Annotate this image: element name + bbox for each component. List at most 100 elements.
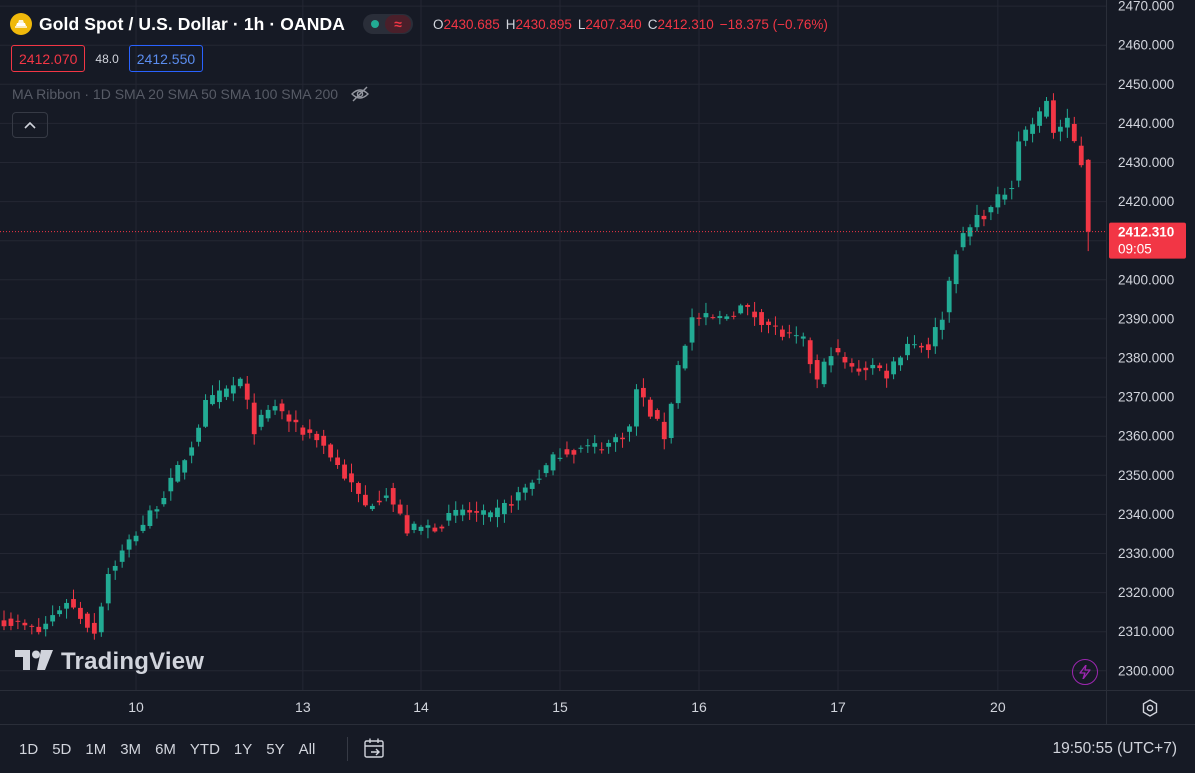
candle-body [29, 625, 35, 627]
range-6m[interactable]: 6M [155, 741, 176, 758]
candle-body [460, 509, 466, 516]
candle-body [425, 525, 431, 528]
candle-body [224, 388, 229, 397]
indicator-label: MA Ribbon · 1D SMA 20 SMA 50 SMA 100 SMA… [12, 86, 339, 102]
range-1m[interactable]: 1M [85, 741, 107, 758]
range-buttons: 1D 5D 1M 3M 6M YTD 1Y 5Y All [19, 741, 329, 758]
spread-value: 48.0 [95, 51, 119, 66]
candle-body [1064, 117, 1070, 128]
candle-body [717, 316, 723, 319]
candle-body [272, 406, 278, 411]
candle-body [682, 345, 688, 369]
candle-body [8, 618, 14, 626]
candle-body [1051, 100, 1056, 133]
collapse-legend-button[interactable] [12, 112, 48, 138]
price-axis[interactable]: 2300.000 2310.000 2320.000 2330.000 2340.000… [1106, 0, 1187, 724]
candle-body [369, 505, 375, 510]
range-1y[interactable]: 1Y [233, 741, 253, 758]
tradingview-watermark: TradingView [15, 648, 204, 676]
candle-body [1078, 145, 1084, 166]
ohlc-values: O2430.685 H2430.895 L2407.340 C2412.310 −18.… [433, 17, 828, 32]
candle-body [488, 512, 493, 518]
candle-body [800, 336, 806, 339]
x-tick-label: 15 [552, 699, 568, 715]
candle-body [988, 207, 994, 213]
candle-body [356, 483, 361, 494]
candle-body [995, 194, 1001, 208]
candle-body [1030, 124, 1035, 134]
ohlc-key: O [432, 16, 444, 32]
candle-body [522, 487, 528, 493]
eye-slash-icon[interactable] [350, 86, 370, 102]
symbol-title[interactable]: Gold Spot / U.S. Dollar · 1h · OANDA [39, 13, 345, 34]
candle-body [925, 344, 931, 351]
bolt-icon[interactable] [1072, 659, 1098, 685]
price-chart[interactable]: 2300.000 2310.000 2320.000 2330.000 2340.000… [0, 0, 1195, 724]
candle-body [293, 419, 299, 423]
indicator-legend[interactable]: MA Ribbon · 1D SMA 20 SMA 50 SMA 100 SMA… [12, 86, 370, 102]
candle-body [981, 215, 987, 220]
candle-body [564, 449, 570, 455]
range-5d[interactable]: 5D [52, 741, 72, 758]
candle-body [286, 414, 292, 422]
toolbar-divider [347, 737, 348, 761]
candle-body [703, 313, 709, 318]
price-change: −18.375 (−0.76%) [719, 16, 828, 32]
candle-body [752, 311, 757, 318]
settings-icon[interactable] [1140, 698, 1160, 718]
candle-body [161, 497, 167, 505]
candle-body [1, 620, 7, 627]
candle-body [307, 429, 313, 433]
candle-body [759, 312, 764, 326]
candle-body [786, 332, 792, 334]
y-tick-label: 2330.000 [1118, 546, 1174, 561]
y-tick-label: 2340.000 [1118, 507, 1174, 522]
candle-body [974, 214, 980, 228]
candle-body [251, 402, 257, 435]
range-all[interactable]: All [298, 741, 316, 758]
candle-body [502, 502, 507, 515]
market-status-pill[interactable]: ≈ [362, 14, 413, 34]
range-1d[interactable]: 1D [19, 741, 39, 758]
candle-body [849, 363, 855, 367]
candle-body [98, 606, 104, 633]
candle-body [279, 403, 285, 412]
candle-body [383, 495, 389, 498]
y-tick-label: 2360.000 [1118, 429, 1174, 444]
x-tick-label: 17 [830, 699, 846, 715]
range-5y[interactable]: 5Y [266, 741, 285, 758]
candle-body [244, 383, 250, 400]
candle-body [474, 511, 479, 513]
candle-body [265, 409, 271, 419]
buy-button[interactable]: 2412.550 [128, 45, 204, 72]
candle-body [877, 365, 883, 369]
candle-body [571, 450, 577, 455]
candle-body [57, 610, 62, 615]
range-3m[interactable]: 3M [120, 741, 142, 758]
sell-button[interactable]: 2412.070 [11, 45, 86, 72]
ohlc-key: H [505, 16, 516, 32]
x-tick-label: 16 [691, 699, 707, 715]
candle-body [835, 348, 841, 353]
candle-body [842, 356, 848, 363]
candle-body [453, 509, 459, 516]
candle-body [508, 504, 514, 506]
candle-body [668, 403, 674, 438]
time-axis[interactable]: 10 13 14 15 16 17 20 [0, 690, 1195, 716]
last-price-label: 2412.310 [1118, 225, 1174, 240]
bar-countdown-label: 09:05 [1118, 242, 1152, 257]
last-price-tag [1109, 222, 1186, 259]
candle-body [154, 509, 160, 512]
candle-body [953, 254, 959, 285]
candle-body [654, 410, 660, 419]
candle-body [613, 437, 618, 443]
range-ytd[interactable]: YTD [189, 741, 220, 758]
ohlc-o: O2430.685 [433, 17, 500, 32]
clock-timezone[interactable]: 19:50:55 (UTC+7) [1052, 740, 1178, 757]
candle-body [203, 399, 208, 427]
y-tick-label: 2310.000 [1118, 624, 1174, 639]
candle-body [467, 510, 473, 513]
calendar-range-icon[interactable] [363, 737, 387, 761]
candle-body [230, 385, 236, 394]
